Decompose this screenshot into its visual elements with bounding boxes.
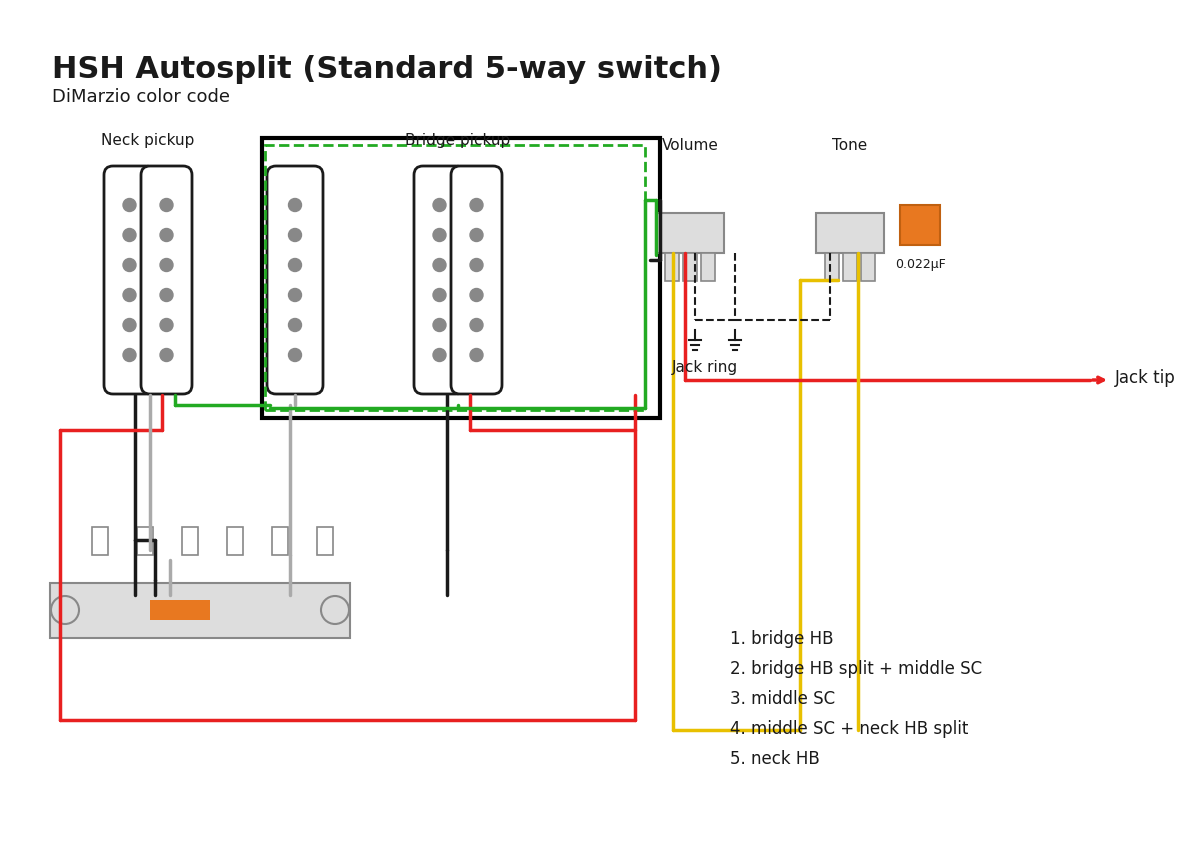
Circle shape (160, 198, 173, 212)
Bar (861, 253, 874, 281)
Text: HSH Autosplit (Standard 5-way switch): HSH Autosplit (Standard 5-way switch) (52, 55, 722, 84)
Circle shape (51, 596, 79, 624)
Circle shape (433, 288, 446, 302)
FancyBboxPatch shape (141, 166, 192, 394)
Circle shape (433, 198, 446, 212)
Circle shape (123, 228, 136, 241)
Text: 0.022μF: 0.022μF (895, 258, 945, 271)
Circle shape (289, 319, 302, 331)
Text: Tone: Tone (833, 138, 867, 153)
Circle shape (289, 288, 302, 302)
Circle shape (123, 259, 136, 271)
Bar (843, 253, 857, 281)
Circle shape (321, 596, 350, 624)
Text: Neck pickup: Neck pickup (101, 133, 194, 148)
Text: 4. middle SC + neck HB split: 4. middle SC + neck HB split (730, 720, 969, 738)
Text: DiMarzio color code: DiMarzio color code (52, 88, 230, 106)
Bar (701, 253, 715, 281)
Bar (272, 527, 288, 555)
Text: Volume: Volume (662, 138, 718, 153)
Bar (684, 253, 697, 281)
Bar (262, 138, 660, 418)
Text: 5. neck HB: 5. neck HB (730, 750, 820, 768)
Bar (816, 213, 884, 253)
Circle shape (433, 259, 446, 271)
Text: Jack tip: Jack tip (1115, 369, 1176, 387)
Text: Bridge pickup: Bridge pickup (406, 133, 511, 148)
Bar (665, 253, 679, 281)
Circle shape (289, 259, 302, 271)
FancyBboxPatch shape (104, 166, 155, 394)
Bar (227, 527, 243, 555)
Circle shape (470, 319, 483, 331)
Text: 2. bridge HB split + middle SC: 2. bridge HB split + middle SC (730, 660, 982, 678)
Circle shape (123, 198, 136, 212)
Circle shape (123, 319, 136, 331)
Circle shape (289, 198, 302, 212)
Bar (900, 205, 940, 245)
Circle shape (160, 319, 173, 331)
Circle shape (160, 228, 173, 241)
Circle shape (470, 288, 483, 302)
Bar (150, 600, 210, 620)
Circle shape (433, 319, 446, 331)
Circle shape (470, 348, 483, 362)
Circle shape (289, 348, 302, 362)
Bar (183, 527, 198, 555)
Circle shape (470, 198, 483, 212)
Bar (317, 527, 333, 555)
Circle shape (433, 348, 446, 362)
Circle shape (123, 348, 136, 362)
Circle shape (470, 259, 483, 271)
Bar (656, 213, 724, 253)
Bar (265, 145, 645, 410)
FancyBboxPatch shape (414, 166, 465, 394)
FancyBboxPatch shape (451, 166, 502, 394)
Bar (92, 527, 109, 555)
Bar (50, 583, 350, 637)
Circle shape (123, 288, 136, 302)
Circle shape (160, 288, 173, 302)
Circle shape (289, 228, 302, 241)
Circle shape (470, 228, 483, 241)
Text: 1. bridge HB: 1. bridge HB (730, 630, 834, 648)
Bar (137, 527, 153, 555)
Bar (826, 253, 839, 281)
FancyBboxPatch shape (267, 166, 323, 394)
Circle shape (160, 348, 173, 362)
Text: Jack ring: Jack ring (672, 360, 738, 375)
Circle shape (160, 259, 173, 271)
Text: 3. middle SC: 3. middle SC (730, 690, 835, 708)
Circle shape (433, 228, 446, 241)
